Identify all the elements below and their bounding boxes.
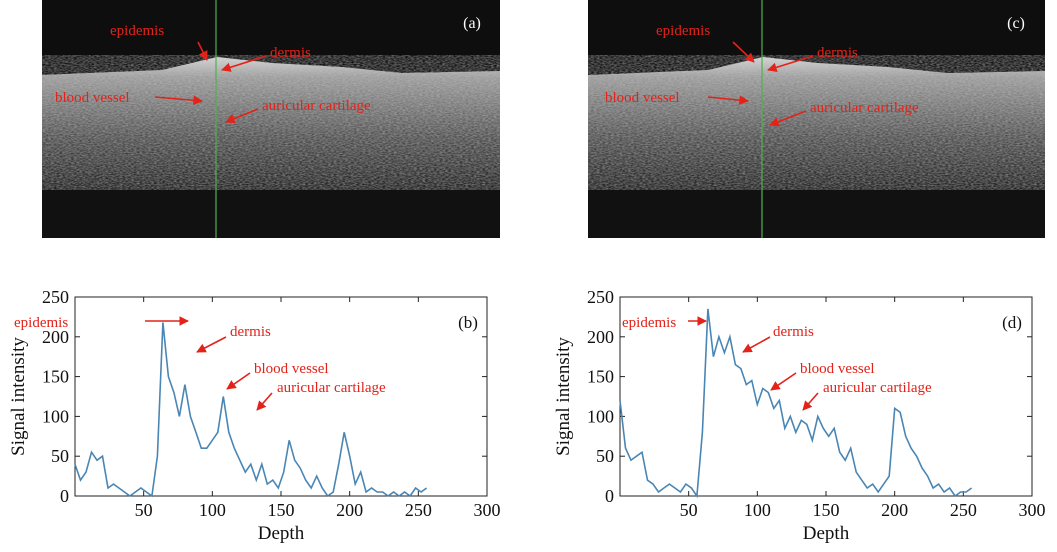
y-axis-label: Signal intensity <box>8 337 29 456</box>
y-tick-label: 0 <box>60 486 69 506</box>
annotation: blood vessel <box>800 361 875 377</box>
annotation: auricular cartilage <box>262 98 371 114</box>
annotation: epidemis <box>622 315 676 331</box>
y-tick-label: 200 <box>587 327 614 347</box>
x-tick-label: 150 <box>813 500 840 520</box>
annotation: auricular cartilage <box>277 380 386 396</box>
annotation: epidemis <box>14 315 68 331</box>
dark-base <box>588 190 1045 238</box>
x-tick-label: 100 <box>744 500 771 520</box>
annotation: dermis <box>817 45 858 61</box>
panel-label: (c) <box>1007 15 1025 32</box>
x-tick-label: 300 <box>1019 500 1046 520</box>
annotation-arrow <box>707 95 749 105</box>
annotation: epidemis <box>110 23 164 39</box>
y-tick-label: 50 <box>596 446 614 466</box>
annotation-arrow <box>732 41 755 63</box>
annotation-arrow <box>742 336 771 353</box>
annotation: blood vessel <box>55 90 130 106</box>
x-tick-label: 150 <box>268 500 295 520</box>
x-axis-label: Depth <box>803 523 850 544</box>
annotation: blood vessel <box>605 90 680 106</box>
panel-label: (b) <box>458 313 478 332</box>
y-tick-label: 100 <box>587 406 614 426</box>
annotation-arrow <box>197 41 208 61</box>
speckle <box>588 55 1045 190</box>
signal-line <box>74 322 428 498</box>
signal-line <box>619 308 973 499</box>
annotation: auricular cartilage <box>823 380 932 396</box>
annotation-arrow <box>767 55 814 73</box>
speckle <box>42 55 500 190</box>
x-tick-label: 300 <box>474 500 501 520</box>
x-tick-label: 250 <box>950 500 977 520</box>
chart: 0 50 100 150 200 250 50 100 150 200 250 300 Depth Sig… <box>8 287 501 544</box>
y-tick-label: 200 <box>42 327 69 347</box>
y-axis-label: Signal intensity <box>553 337 574 456</box>
annotation: epidemis <box>656 23 710 39</box>
x-axis-label: Depth <box>258 523 305 544</box>
plot-frame <box>74 296 488 497</box>
y-tick-label: 0 <box>605 486 614 506</box>
annotation-arrow <box>226 372 251 390</box>
annotation: dermis <box>230 324 271 340</box>
annotation-arrow <box>196 336 227 353</box>
annotation: auricular cartilage <box>810 100 919 116</box>
annotation-arrow <box>802 392 819 411</box>
panel-label: (d) <box>1002 313 1022 332</box>
y-tick-label: 100 <box>42 406 69 426</box>
y-tick-label: 250 <box>42 287 69 307</box>
x-tick-label: 250 <box>405 500 432 520</box>
y-tick-label: 150 <box>587 367 614 387</box>
annotation-arrow <box>770 372 797 391</box>
x-tick-label: 200 <box>336 500 363 520</box>
panel-label: (a) <box>463 15 481 32</box>
annotation-arrow <box>221 55 267 72</box>
annotation: dermis <box>270 45 311 61</box>
annotation-arrow <box>769 110 807 127</box>
x-tick-label: 50 <box>680 500 698 520</box>
annotation-arrow <box>225 108 259 124</box>
annotation-arrow <box>256 392 273 411</box>
annotation: dermis <box>773 324 814 340</box>
y-tick-label: 250 <box>587 287 614 307</box>
x-tick-label: 50 <box>135 500 153 520</box>
x-tick-label: 100 <box>199 500 226 520</box>
plot-frame <box>619 296 1033 497</box>
annotation-arrow <box>154 95 203 106</box>
dark-base <box>42 190 500 238</box>
chart: 0 50 100 150 200 250 50 100 150 200 250 300 Depth Sig… <box>553 287 1046 544</box>
annotation: blood vessel <box>254 361 329 377</box>
x-tick-label: 200 <box>881 500 908 520</box>
y-tick-label: 50 <box>51 446 69 466</box>
y-tick-label: 150 <box>42 367 69 387</box>
